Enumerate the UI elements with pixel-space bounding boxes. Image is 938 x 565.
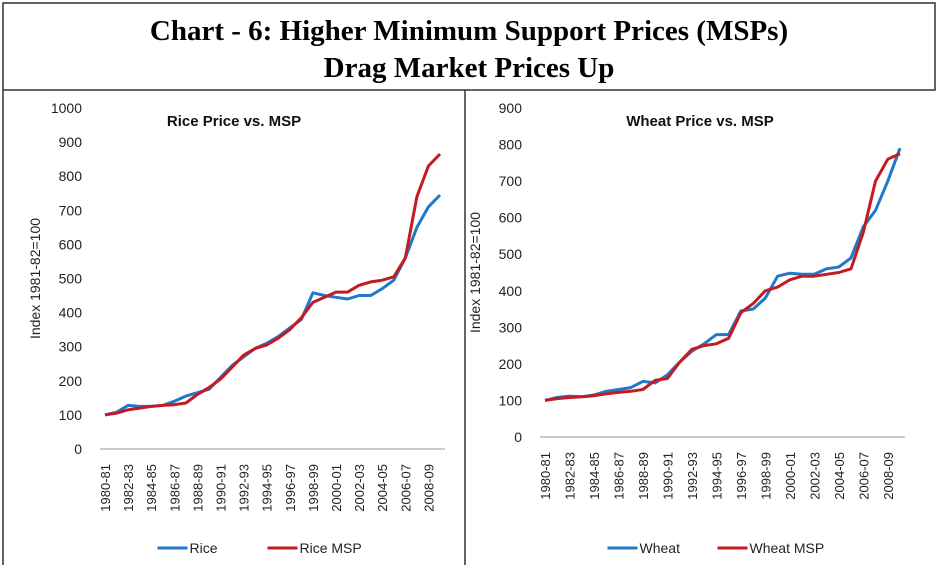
x-tick-label: 1982-83 (562, 452, 577, 500)
x-tick-label: 1996-97 (734, 452, 749, 500)
y-tick-label: 0 (74, 441, 82, 457)
x-tick-label: 1996-97 (283, 464, 298, 512)
x-tick-label: 1994-95 (260, 464, 275, 512)
series-line (544, 147, 902, 402)
y-tick-label: 300 (499, 319, 523, 335)
y-tick-label: 0 (514, 429, 522, 445)
x-tick-label: 1998-99 (758, 452, 773, 500)
x-tick-label: 1982-83 (121, 464, 136, 512)
y-tick-label: 100 (59, 407, 83, 423)
chart-title: Wheat Price vs. MSP (626, 113, 774, 130)
title-box (2, 2, 936, 91)
y-tick-label: 900 (499, 100, 523, 116)
x-tick-label: 1980-81 (98, 464, 113, 512)
x-tick-label: 1992-93 (237, 464, 252, 512)
x-tick-label: 1994-95 (709, 452, 724, 500)
y-tick-label: 200 (59, 373, 83, 389)
y-tick-label: 900 (59, 134, 83, 150)
x-tick-label: 1990-91 (214, 464, 229, 512)
x-tick-label: 1980-81 (538, 452, 553, 500)
series-line (104, 193, 442, 417)
x-tick-label: 2000-01 (329, 464, 344, 512)
title-line: Chart - 6: Higher Minimum Support Prices… (150, 15, 788, 47)
x-tick-label: 1986-87 (611, 452, 626, 500)
y-axis-label: Index 1981-82=100 (467, 212, 483, 333)
x-tick-label: 2006-07 (856, 452, 871, 500)
x-tick-label: 2002-03 (807, 452, 822, 500)
x-tick-label: 2000-01 (783, 452, 798, 500)
y-tick-label: 800 (59, 168, 83, 184)
x-tick-label: 1988-89 (636, 452, 651, 500)
x-tick-label: 2004-05 (375, 464, 390, 512)
x-tick-label: 1998-99 (306, 464, 321, 512)
x-tick-label: 1988-89 (190, 464, 205, 512)
x-tick-label: 1992-93 (685, 452, 700, 500)
x-tick-label: 1990-91 (660, 452, 675, 500)
x-tick-label: 2006-07 (398, 464, 413, 512)
y-tick-label: 600 (59, 236, 83, 252)
series-line (544, 152, 901, 402)
legend-label: Wheat (640, 540, 681, 556)
x-tick-label: 2002-03 (352, 464, 367, 512)
y-axis-label: Index 1981-82=100 (27, 218, 43, 339)
y-tick-label: 700 (499, 173, 523, 189)
legend-label: Rice MSP (300, 540, 362, 556)
legend-label: Wheat MSP (750, 540, 825, 556)
x-tick-label: 2008-09 (421, 464, 436, 512)
y-tick-label: 700 (59, 202, 83, 218)
x-tick-label: 1984-85 (587, 452, 602, 500)
x-tick-label: 1984-85 (144, 464, 159, 512)
y-tick-label: 300 (59, 339, 83, 355)
y-tick-label: 500 (59, 271, 83, 287)
title-line: Drag Market Prices Up (324, 52, 615, 84)
y-tick-label: 400 (499, 283, 523, 299)
chart-title: Rice Price vs. MSP (167, 113, 301, 130)
series-line (104, 152, 442, 417)
y-tick-label: 1000 (51, 100, 82, 116)
legend-label: Rice (190, 540, 218, 556)
y-tick-label: 500 (499, 246, 523, 262)
y-tick-label: 100 (499, 392, 523, 408)
x-tick-label: 2008-09 (881, 452, 896, 500)
y-tick-label: 800 (499, 137, 523, 153)
y-tick-label: 600 (499, 210, 523, 226)
x-tick-label: 1986-87 (167, 464, 182, 512)
y-tick-label: 400 (59, 305, 83, 321)
y-tick-label: 200 (499, 356, 523, 372)
x-tick-label: 2004-05 (832, 452, 847, 500)
